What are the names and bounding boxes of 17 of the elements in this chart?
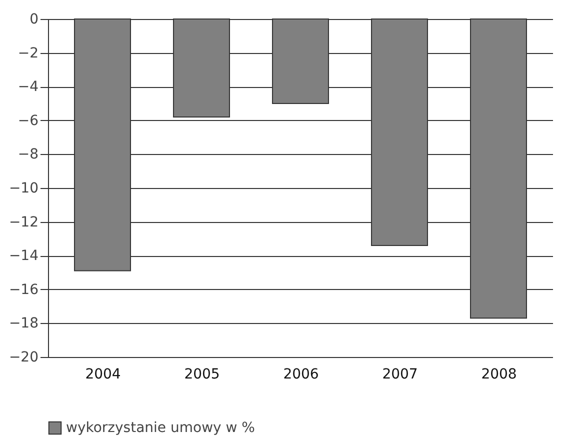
y-tick-label: −2 <box>18 45 38 62</box>
y-tick-label: −20 <box>8 350 38 366</box>
x-tick-label: 2004 <box>85 366 121 382</box>
y-tick-label: −14 <box>8 248 39 264</box>
y-tick-label: −16 <box>8 282 39 298</box>
y-tick-label: −18 <box>8 316 38 332</box>
y-tick-label: −4 <box>18 79 39 96</box>
y-tick-label: −12 <box>8 214 38 230</box>
x-tick-label: 2005 <box>184 366 220 382</box>
legend-label: wykorzystanie umowy w % <box>66 420 255 436</box>
x-tick-label: 2006 <box>283 366 319 382</box>
y-tick-label: −8 <box>18 146 38 163</box>
y-tick-label: −10 <box>8 180 38 196</box>
y-tick-label: 0 <box>30 12 38 28</box>
y-tick-label: −6 <box>18 112 39 129</box>
x-tick-label: 2007 <box>382 366 418 382</box>
x-tick-label: 2008 <box>481 366 517 382</box>
